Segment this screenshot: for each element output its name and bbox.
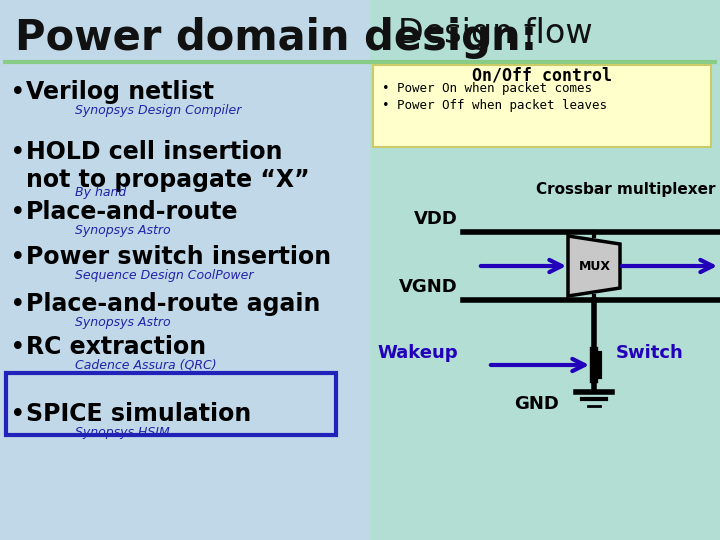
Text: Sequence Design CoolPower: Sequence Design CoolPower xyxy=(75,269,253,282)
Text: Synopsys HSIM: Synopsys HSIM xyxy=(75,426,170,439)
Bar xyxy=(6,373,336,435)
Text: •: • xyxy=(10,140,26,166)
Polygon shape xyxy=(568,236,620,296)
Text: On/Off control: On/Off control xyxy=(472,66,612,84)
Text: Switch: Switch xyxy=(616,344,684,362)
Text: Place-and-route: Place-and-route xyxy=(26,200,238,224)
Text: Power domain design:: Power domain design: xyxy=(15,17,537,59)
Bar xyxy=(370,0,720,540)
Text: GND: GND xyxy=(514,395,559,413)
Text: •: • xyxy=(10,80,26,106)
Text: Design flow: Design flow xyxy=(398,17,593,50)
Text: •: • xyxy=(10,245,26,271)
Text: RC extraction: RC extraction xyxy=(26,335,206,359)
Text: •: • xyxy=(10,402,26,428)
Bar xyxy=(373,65,711,147)
Text: Place-and-route again: Place-and-route again xyxy=(26,292,320,316)
Text: •: • xyxy=(10,292,26,318)
Text: Synopsys Design Compiler: Synopsys Design Compiler xyxy=(75,104,241,117)
Text: •: • xyxy=(10,200,26,226)
Text: VGND: VGND xyxy=(400,278,458,296)
Text: Crossbar multiplexer: Crossbar multiplexer xyxy=(536,182,715,197)
Text: •: • xyxy=(10,335,26,361)
Text: HOLD cell insertion
not to propagate “X”: HOLD cell insertion not to propagate “X” xyxy=(26,140,310,192)
Text: MUX: MUX xyxy=(579,260,611,273)
Text: • Power Off when packet leaves: • Power Off when packet leaves xyxy=(382,99,607,112)
Text: Verilog netlist: Verilog netlist xyxy=(26,80,214,104)
Text: VDD: VDD xyxy=(414,210,458,228)
Text: Power switch insertion: Power switch insertion xyxy=(26,245,331,269)
Text: • Power On when packet comes: • Power On when packet comes xyxy=(382,82,592,95)
Text: Synopsys Astro: Synopsys Astro xyxy=(75,224,171,237)
Text: Synopsys Astro: Synopsys Astro xyxy=(75,316,171,329)
Text: Wakeup: Wakeup xyxy=(377,344,458,362)
Text: By hand: By hand xyxy=(75,186,126,199)
Text: Cadence Assura (QRC): Cadence Assura (QRC) xyxy=(75,359,217,372)
Text: SPICE simulation: SPICE simulation xyxy=(26,402,251,426)
